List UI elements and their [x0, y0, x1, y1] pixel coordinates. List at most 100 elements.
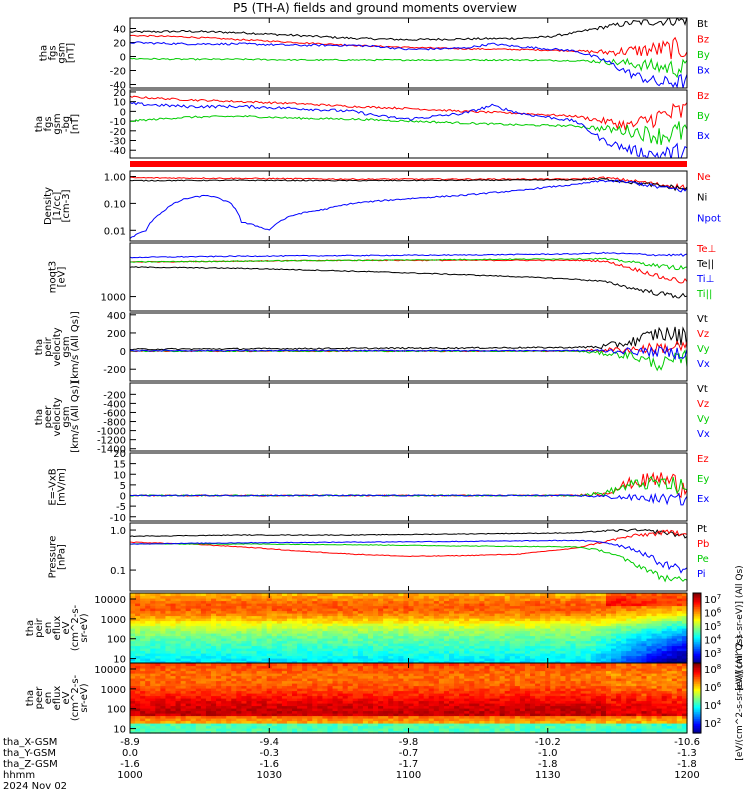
- heat-cell: [317, 600, 324, 604]
- heat-cell: [671, 655, 678, 659]
- heat-cell: [393, 683, 399, 687]
- heat-cell: [211, 720, 217, 724]
- heat-cell: [155, 603, 161, 607]
- heat-cell: [489, 608, 496, 612]
- heat-cell: [246, 638, 253, 642]
- heat-cell: [165, 673, 172, 677]
- heat-cell: [312, 610, 318, 614]
- heat-cell: [312, 665, 318, 669]
- heat-cell: [175, 648, 182, 652]
- heat-cell: [216, 705, 222, 709]
- heat-cell: [307, 685, 313, 689]
- heat-cell: [155, 613, 161, 617]
- heat-cell: [580, 605, 587, 609]
- heat-cell: [383, 633, 389, 637]
- heat-cell: [221, 668, 227, 672]
- heat-cell: [605, 620, 612, 624]
- heat-cell: [398, 670, 405, 674]
- legend-Bt: Bt: [697, 19, 708, 30]
- heat-cell: [514, 610, 521, 614]
- heat-cell: [266, 640, 273, 644]
- heat-cell: [666, 650, 673, 654]
- heat-cell: [155, 678, 161, 682]
- heat-cell: [469, 605, 475, 609]
- heat-cell: [200, 628, 207, 632]
- heat-cell: [241, 713, 248, 717]
- heat-cell: [474, 640, 480, 644]
- heat-cell: [616, 648, 622, 652]
- heat-cell: [221, 718, 227, 722]
- heat-cell: [555, 633, 562, 637]
- heat-cell: [236, 648, 242, 652]
- heat-cell: [236, 728, 242, 732]
- legend-Vx: Vx: [697, 429, 710, 440]
- heat-cell: [393, 685, 399, 689]
- heat-cell: [175, 645, 182, 649]
- heat-cell: [155, 660, 161, 664]
- heat-cell: [297, 658, 303, 662]
- heat-cell: [646, 653, 653, 657]
- heat-cell: [251, 668, 258, 672]
- heat-cell: [600, 623, 607, 627]
- heat-cell: [185, 658, 192, 662]
- heat-cell: [337, 723, 344, 727]
- heat-cell: [307, 678, 313, 682]
- heat-cell: [185, 730, 192, 734]
- heat-cell: [312, 685, 318, 689]
- heat-cell: [631, 603, 637, 607]
- heat-cell: [651, 635, 658, 639]
- heat-cell: [479, 623, 486, 627]
- heat-cell: [175, 725, 182, 729]
- heat-cell: [352, 700, 359, 704]
- heat-cell: [357, 673, 364, 677]
- heat-cell: [160, 693, 167, 697]
- heat-cell: [216, 615, 222, 619]
- heat-cell: [474, 643, 480, 647]
- heat-cell: [494, 628, 501, 632]
- heat-cell: [357, 700, 364, 704]
- heat-cell: [322, 605, 329, 609]
- heat-cell: [362, 673, 369, 677]
- heat-cell: [150, 690, 156, 694]
- heat-cell: [276, 713, 283, 717]
- heat-cell: [170, 618, 177, 622]
- heat-cell: [550, 603, 556, 607]
- heat-cell: [266, 705, 273, 709]
- heat-cell: [337, 593, 344, 597]
- heat-cell: [312, 618, 318, 622]
- heat-cell: [302, 723, 308, 727]
- heat-cell: [221, 665, 227, 669]
- heat-cell: [190, 720, 197, 724]
- heat-cell: [565, 638, 572, 642]
- heat-cell: [540, 610, 546, 614]
- heat-cell: [160, 663, 167, 667]
- heat-cell: [150, 725, 156, 729]
- heat-cell: [251, 705, 258, 709]
- heat-cell: [307, 708, 313, 712]
- heat-cell: [175, 703, 182, 707]
- heat-cell: [185, 633, 192, 637]
- heat-cell: [140, 710, 146, 714]
- heat-cell: [160, 653, 167, 657]
- heat-cell: [575, 593, 582, 597]
- heat-cell: [160, 608, 167, 612]
- heat-cell: [286, 635, 293, 639]
- heat-cell: [135, 663, 141, 667]
- heat-cell: [165, 638, 172, 642]
- heat-cell: [631, 625, 637, 629]
- heat-cell: [256, 598, 263, 602]
- heat-cell: [560, 648, 567, 652]
- heat-cell: [155, 600, 161, 604]
- heat-cell: [165, 600, 172, 604]
- heat-cell: [231, 615, 237, 619]
- heat-cell: [530, 658, 536, 662]
- heat-cell: [373, 613, 379, 617]
- y-axis-label: Pressure: [48, 536, 59, 579]
- heat-cell: [367, 698, 374, 702]
- heat-cell: [231, 623, 237, 627]
- heat-cell: [160, 613, 167, 617]
- heat-cell: [403, 728, 410, 732]
- heat-cell: [180, 680, 187, 684]
- heat-cell: [585, 635, 592, 639]
- heat-cell: [140, 683, 146, 687]
